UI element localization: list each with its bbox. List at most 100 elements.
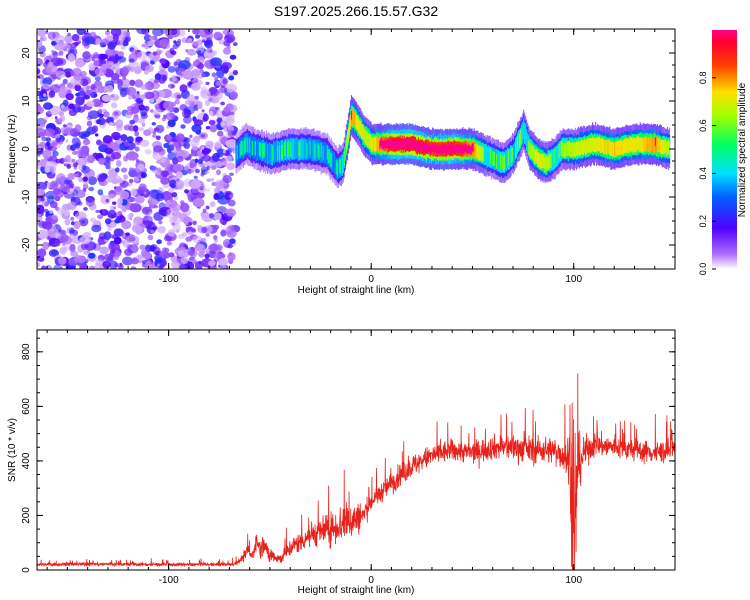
ridge-cell <box>346 131 349 147</box>
ridge-cell <box>377 136 379 151</box>
noise-speck <box>115 160 122 167</box>
noise-speck <box>228 75 235 81</box>
noise-speck <box>187 231 194 236</box>
ridge-cell <box>468 144 470 153</box>
ridge-cell <box>478 145 480 160</box>
ridge-cell <box>393 138 395 147</box>
noise-speck <box>229 104 238 113</box>
noise-speck <box>119 88 127 98</box>
noise-speck <box>147 234 154 241</box>
noise-speck <box>225 83 237 93</box>
noise-speck <box>141 122 146 127</box>
noise-speck <box>182 70 195 80</box>
noise-speck <box>159 209 168 216</box>
noise-speck <box>41 136 48 142</box>
noise-speck <box>39 141 47 147</box>
noise-speck <box>200 89 211 100</box>
ridge-cell <box>365 130 367 145</box>
ridge-cell <box>626 137 628 153</box>
noise-speck <box>153 127 160 132</box>
noise-speck <box>98 241 102 246</box>
noise-speck <box>97 189 104 196</box>
noise-speck <box>134 131 140 137</box>
noise-speck <box>137 186 147 193</box>
ridge-cell <box>416 140 418 150</box>
noise-speck <box>75 71 80 76</box>
noise-speck <box>156 159 162 164</box>
noise-speck <box>111 249 116 254</box>
ridge-cell <box>622 140 624 155</box>
noise-speck <box>54 116 58 120</box>
noise-speck <box>60 42 71 52</box>
noise-speck <box>205 248 210 253</box>
ridge-cell <box>350 111 353 120</box>
ridge-cell <box>577 140 579 155</box>
bottom-y-axis-label: SNR (10 * v/v) <box>7 418 18 482</box>
noise-speck <box>45 141 51 147</box>
noise-speck <box>71 159 75 163</box>
ridge-cell <box>498 151 500 173</box>
noise-speck <box>103 68 114 78</box>
top-x-axis: -100 0 100 <box>46 29 676 285</box>
ridge-cell <box>359 120 361 135</box>
ridge-cell <box>569 142 571 157</box>
ridge-cell <box>276 140 278 162</box>
ridge-cell <box>654 137 656 147</box>
noise-speck <box>144 40 149 44</box>
ridge-cell <box>573 142 575 157</box>
noise-speck <box>227 130 236 138</box>
noise-speck <box>156 167 162 172</box>
noise-speck <box>171 192 178 198</box>
colorbar-tick-label: 0.6 <box>698 119 708 132</box>
noise-speck <box>114 218 121 224</box>
ridge-cell <box>389 139 391 149</box>
ridge-cell <box>470 146 472 155</box>
y-tick-label: 400 <box>21 452 32 469</box>
ridge-cell <box>429 144 432 154</box>
noise-speck <box>43 93 47 97</box>
ridge-cell <box>366 130 368 146</box>
ridge-cell <box>541 153 543 169</box>
ridge-cell <box>447 143 449 153</box>
noise-speck <box>138 127 144 132</box>
noise-speck <box>175 146 182 152</box>
ridge-cell <box>619 140 621 155</box>
noise-speck <box>43 128 55 137</box>
ridge-cell <box>244 137 246 153</box>
noise-speck <box>37 29 46 37</box>
noise-speck <box>62 78 68 85</box>
noise-speck <box>216 117 223 124</box>
noise-speck <box>229 54 237 60</box>
noise-speck <box>171 222 176 226</box>
noise-speck <box>232 42 238 47</box>
noise-speck <box>151 122 157 126</box>
noise-speck <box>177 60 191 70</box>
ridge-cell <box>312 139 314 161</box>
ridge-cell <box>587 138 590 153</box>
noise-speck <box>49 180 59 190</box>
noise-speck <box>48 90 56 98</box>
ridge-cell <box>612 142 614 157</box>
noise-speck <box>220 229 227 237</box>
noise-speck <box>139 106 148 116</box>
ridge-cell <box>566 141 568 156</box>
noise-speck <box>109 93 120 102</box>
ridge-cell <box>407 138 409 147</box>
noise-speck <box>58 117 63 123</box>
ridge-cell <box>442 145 444 155</box>
noise-speck <box>75 150 79 154</box>
noise-speck <box>232 70 238 76</box>
noise-speck <box>172 163 183 172</box>
noise-speck <box>186 94 196 104</box>
noise-speck <box>143 215 153 224</box>
ridge-cell <box>481 147 483 163</box>
ridge-cell <box>451 143 453 153</box>
y-tick-label: 10 <box>21 95 32 107</box>
ridge-cell <box>391 140 393 150</box>
noise-speck <box>42 149 52 159</box>
noise-speck <box>190 82 201 91</box>
noise-speck <box>140 84 148 90</box>
noise-speck <box>129 79 136 87</box>
noise-speck <box>37 57 43 67</box>
noise-speck <box>208 260 216 267</box>
